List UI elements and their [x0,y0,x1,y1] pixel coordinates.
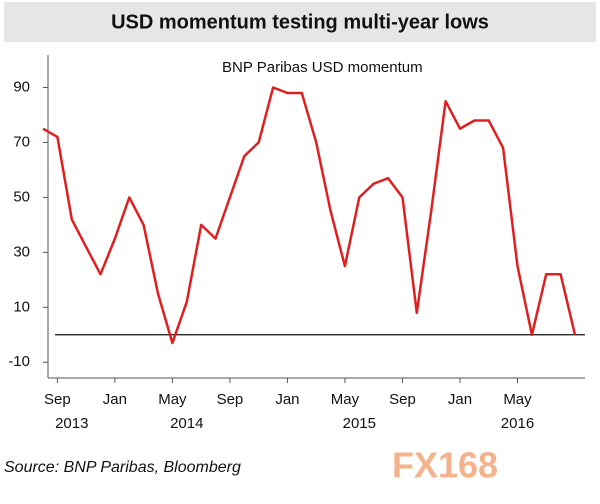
x-tick-label: May [503,391,532,408]
x-year-label: 2013 [55,415,88,432]
x-year-label: 2015 [343,415,376,432]
x-year-label: 2014 [170,415,203,432]
x-tick-label: Sep [44,391,71,408]
y-tick-label: 70 [13,133,30,150]
y-tick-label: 30 [13,243,30,260]
legend-label: BNP Paribas USD momentum [222,59,423,76]
y-tick-label: -10 [8,353,30,370]
y-tick-label: 90 [13,78,30,95]
x-tick-label: May [158,391,187,408]
source: Source: BNP Paribas, Bloomberg [4,459,241,476]
x-tick-label: Sep [217,391,244,408]
y-tick-label: 10 [13,298,30,315]
chart-title: USD momentum testing multi-year lows [111,11,489,33]
watermark: FX168 [392,445,498,486]
title-banner [4,2,596,42]
x-tick-label: Sep [389,391,416,408]
x-tick-label: Jan [448,391,472,408]
y-tick-label: 50 [13,188,30,205]
data-line [42,86,577,345]
x-year-label: 2016 [501,415,534,432]
x-tick-label: Jan [103,391,127,408]
x-tick-label: May [331,391,360,408]
x-tick-label: Jan [275,391,299,408]
